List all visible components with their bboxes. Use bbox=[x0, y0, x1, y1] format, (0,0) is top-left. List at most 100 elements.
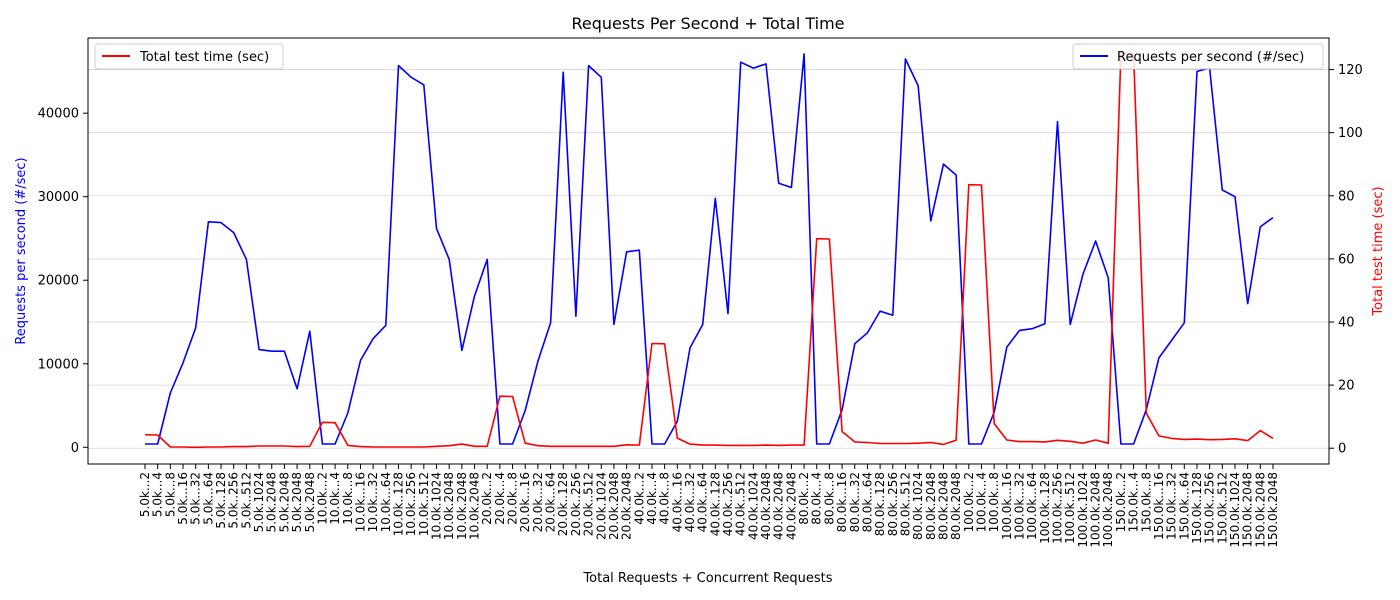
x-tick-label-79: 150.0k...8 bbox=[1139, 472, 1153, 532]
x-tick-label-69: 100.0k...32 bbox=[1013, 472, 1027, 540]
x-tick-label-16: 10.0k...8 bbox=[341, 472, 355, 525]
left-tick-label-0: 0 bbox=[71, 441, 79, 456]
x-tick-label-45: 40.0k..128 bbox=[708, 472, 722, 536]
right-tick-label-3: 60 bbox=[1338, 252, 1355, 267]
x-tick-label-74: 100.0k.1024 bbox=[1076, 472, 1090, 548]
x-tick-label-22: 10.0k..512 bbox=[417, 472, 431, 536]
left-y-axis: 0 10000 20000 30000 40000 bbox=[38, 107, 88, 456]
x-tick-label-89: 150.0k.2048 bbox=[1266, 472, 1280, 548]
x-tick-label-50: 40.0k.2048 bbox=[772, 472, 786, 540]
legend-left: Total test time (sec) bbox=[94, 43, 284, 70]
x-tick-label-12: 5.0k.2048 bbox=[290, 472, 304, 532]
x-tick-label-18: 10.0k...32 bbox=[366, 472, 380, 532]
right-tick-label-6: 120 bbox=[1338, 63, 1363, 78]
x-tick-label-88: 150.0k.2048 bbox=[1253, 472, 1267, 548]
x-tick-label-54: 80.0k...8 bbox=[822, 472, 836, 525]
x-tick-label-86: 150.0k.1024 bbox=[1228, 472, 1242, 548]
left-tick-label-3: 30000 bbox=[38, 190, 79, 205]
x-tick-label-35: 20.0k..512 bbox=[582, 472, 596, 536]
x-tick-label-0: 5.0k...2 bbox=[138, 472, 152, 517]
x-tick-label-76: 100.0k.2048 bbox=[1101, 472, 1115, 548]
x-tick-label-52: 80.0k...2 bbox=[797, 472, 811, 525]
x-tick-label-21: 10.0k..256 bbox=[404, 472, 418, 536]
legend-right-label: Requests per second (#/sec) bbox=[1117, 50, 1304, 65]
x-tick-label-5: 5.0k...64 bbox=[201, 472, 215, 525]
x-tick-label-4: 5.0k...32 bbox=[189, 472, 203, 525]
legend-left-box bbox=[94, 43, 284, 70]
x-tick-label-63: 80.0k.2048 bbox=[936, 472, 950, 540]
x-tick-label-59: 80.0k..256 bbox=[886, 472, 900, 536]
right-tick-label-4: 80 bbox=[1338, 189, 1355, 204]
x-tick-label-65: 100.0k...2 bbox=[962, 472, 976, 532]
x-tick-label-71: 100.0k..128 bbox=[1038, 472, 1052, 544]
x-tick-label-51: 40.0k.2048 bbox=[784, 472, 798, 540]
right-tick-label-2: 40 bbox=[1338, 316, 1355, 331]
x-tick-label-58: 80.0k..128 bbox=[873, 472, 887, 536]
x-tick-label-8: 5.0k..512 bbox=[239, 472, 253, 529]
x-tick-label-30: 20.0k...16 bbox=[518, 472, 532, 532]
x-tick-label-3: 5.0k...16 bbox=[176, 472, 190, 525]
right-tick-label-0: 0 bbox=[1338, 442, 1346, 457]
x-tick-label-15: 10.0k...4 bbox=[328, 472, 342, 525]
x-tick-label-60: 80.0k..512 bbox=[898, 472, 912, 536]
left-y-axis-label: Requests per second (#/sec) bbox=[14, 157, 29, 344]
x-tick-label-84: 150.0k..256 bbox=[1203, 472, 1217, 544]
x-tick-label-1: 5.0k...4 bbox=[151, 472, 165, 517]
x-tick-label-33: 20.0k..128 bbox=[556, 472, 570, 536]
x-tick-label-78: 150.0k...4 bbox=[1127, 472, 1141, 532]
chart-title: Requests Per Second + Total Time bbox=[571, 14, 844, 33]
legend-left-label: Total test time (sec) bbox=[139, 50, 269, 65]
legend-right-box bbox=[1072, 43, 1324, 70]
legend-right: Requests per second (#/sec) bbox=[1072, 43, 1324, 70]
x-tick-label-87: 150.0k.2048 bbox=[1241, 472, 1255, 548]
right-tick-label-5: 100 bbox=[1338, 126, 1363, 141]
x-tick-label-29: 20.0k...8 bbox=[506, 472, 520, 525]
x-tick-label-42: 40.0k...16 bbox=[670, 472, 684, 532]
x-tick-label-36: 20.0k.1024 bbox=[594, 472, 608, 540]
x-tick-label-26: 10.0k.2048 bbox=[468, 472, 482, 540]
x-tick-label-80: 150.0k...16 bbox=[1152, 472, 1166, 540]
left-tick-label-4: 40000 bbox=[38, 107, 79, 122]
x-tick-label-85: 150.0k..512 bbox=[1215, 472, 1229, 544]
x-tick-label-82: 150.0k...64 bbox=[1177, 472, 1191, 540]
x-tick-label-83: 150.0k..128 bbox=[1190, 472, 1204, 544]
x-tick-label-13: 5.0k.2048 bbox=[303, 472, 317, 532]
x-tick-label-6: 5.0k..128 bbox=[214, 472, 228, 529]
x-tick-label-34: 20.0k..256 bbox=[569, 472, 583, 536]
right-y-axis-label: Total test time (sec) bbox=[1371, 186, 1386, 316]
gridlines bbox=[88, 69, 1329, 449]
x-tick-label-14: 10.0k...2 bbox=[315, 472, 329, 525]
x-tick-label-75: 100.0k.2048 bbox=[1089, 472, 1103, 548]
x-tick-label-77: 150.0k...2 bbox=[1114, 472, 1128, 532]
x-tick-label-23: 10.0k.1024 bbox=[430, 472, 444, 540]
total-test-time-line bbox=[144, 52, 1274, 449]
x-tick-label-61: 80.0k.1024 bbox=[911, 472, 925, 540]
x-tick-label-19: 10.0k...64 bbox=[379, 472, 393, 532]
x-tick-label-47: 40.0k..512 bbox=[734, 472, 748, 536]
x-tick-label-46: 40.0k..256 bbox=[721, 472, 735, 536]
right-tick-label-1: 20 bbox=[1338, 379, 1355, 394]
x-tick-label-70: 100.0k...64 bbox=[1025, 472, 1039, 540]
x-tick-label-31: 20.0k...32 bbox=[531, 472, 545, 532]
x-tick-label-2: 5.0k...8 bbox=[163, 472, 177, 517]
x-axis-label: Total Requests + Concurrent Requests bbox=[582, 571, 832, 586]
x-tick-label-10: 5.0k.2048 bbox=[265, 472, 279, 532]
left-tick-label-2: 20000 bbox=[38, 274, 79, 289]
x-tick-label-7: 5.0k..256 bbox=[227, 472, 241, 529]
x-tick-label-68: 100.0k...16 bbox=[1000, 472, 1014, 540]
x-tick-label-53: 80.0k...4 bbox=[810, 472, 824, 525]
x-tick-label-28: 20.0k...4 bbox=[493, 472, 507, 525]
x-tick-label-25: 10.0k.2048 bbox=[455, 472, 469, 540]
x-tick-label-73: 100.0k..512 bbox=[1063, 472, 1077, 544]
x-tick-label-81: 150.0k...32 bbox=[1165, 472, 1179, 540]
x-tick-label-41: 40.0k...8 bbox=[658, 472, 672, 525]
x-tick-label-32: 20.0k...64 bbox=[544, 472, 558, 532]
x-tick-label-62: 80.0k.2048 bbox=[924, 472, 938, 540]
series-lines bbox=[144, 52, 1274, 449]
left-tick-label-1: 10000 bbox=[38, 357, 79, 372]
x-tick-label-44: 40.0k...64 bbox=[696, 472, 710, 532]
x-tick-label-64: 80.0k.2048 bbox=[949, 472, 963, 540]
x-tick-label-72: 100.0k..256 bbox=[1051, 472, 1065, 544]
